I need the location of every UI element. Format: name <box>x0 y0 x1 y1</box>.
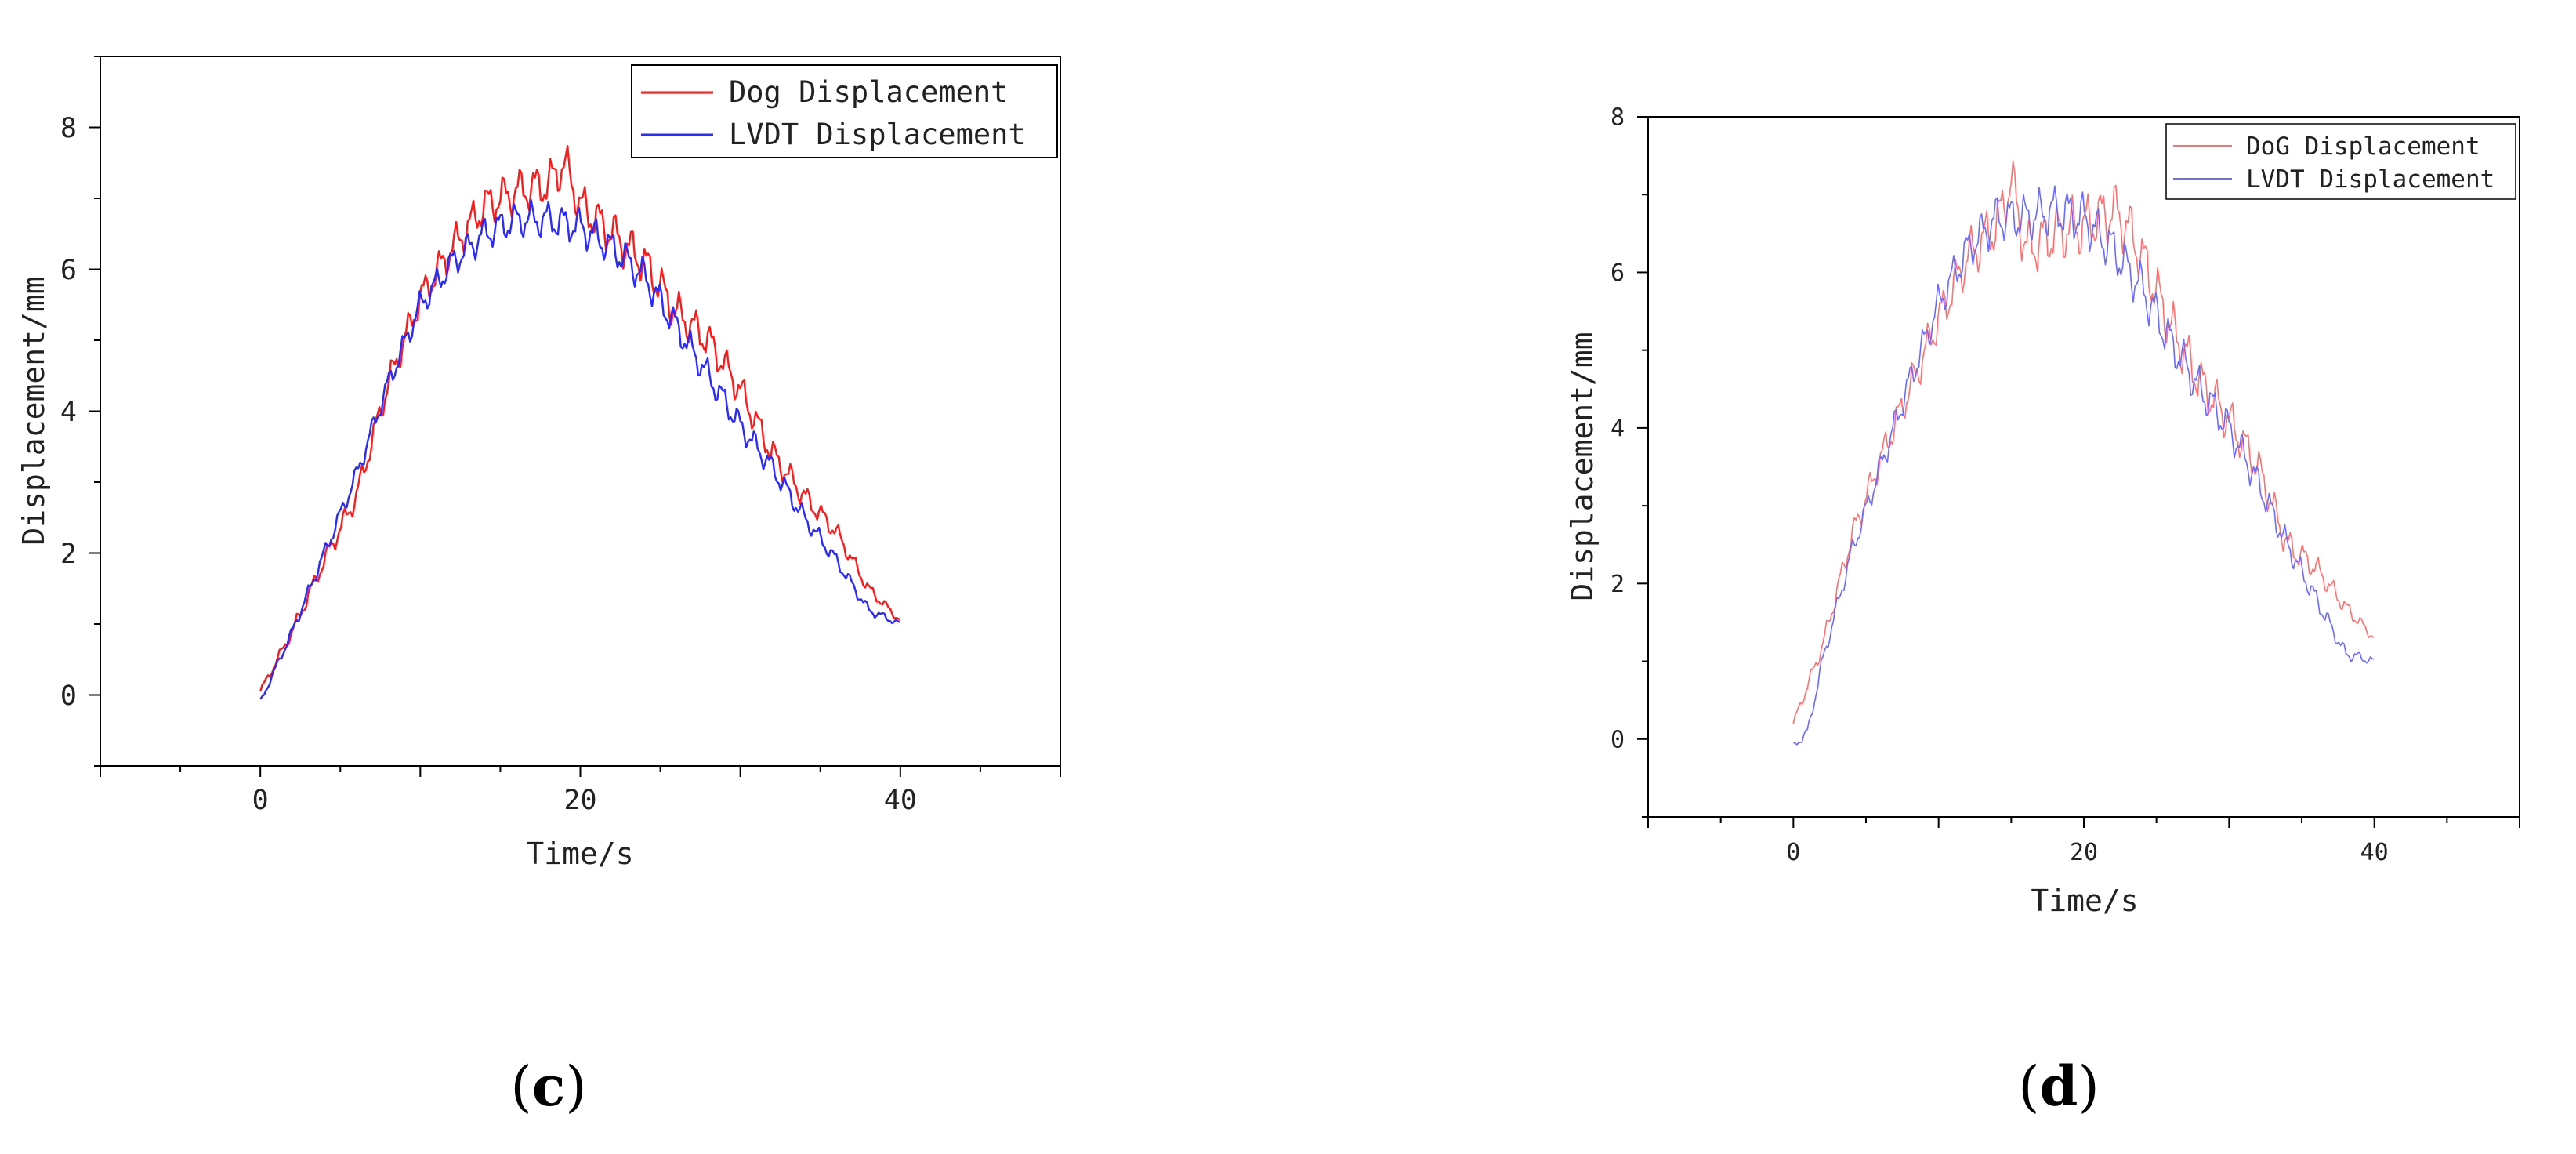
series-line-lvdt <box>259 198 900 700</box>
legend: Dog Displacement LVDT Displacement <box>631 64 1058 158</box>
panel-label-letter: c <box>532 1054 566 1119</box>
y-tick-label: 0 <box>1610 726 1625 753</box>
x-tick-label: 40 <box>884 785 917 816</box>
y-tick-label: 0 <box>60 680 77 712</box>
panel-label-paren-close: ) <box>2078 1054 2099 1119</box>
y-axis-title: Displacement/mm <box>1565 332 1600 601</box>
panel-label-c: (c) <box>510 1054 586 1119</box>
legend-label-lvdt: LVDT Displacement <box>2246 165 2494 194</box>
axis-ticks <box>89 56 1061 777</box>
x-tick-label: 40 <box>2360 839 2389 866</box>
y-tick-label: 2 <box>1610 571 1625 598</box>
axis-ticks <box>1637 116 2520 828</box>
legend-label-lvdt: LVDT Displacement <box>729 118 1026 151</box>
x-tick-label: 20 <box>2070 839 2098 866</box>
legend-box <box>2165 123 2516 200</box>
series-line-dog <box>1792 160 2375 724</box>
panel-label-d: (d) <box>2018 1054 2100 1119</box>
x-axis-title: Time/s <box>2031 884 2138 918</box>
y-axis-title: Displacement/mm <box>16 276 51 545</box>
y-tick-label: 8 <box>60 113 77 144</box>
panel-label-paren-open: ( <box>2018 1054 2039 1119</box>
chart-panel-c: 0 20 40 0 2 4 6 8 Time/s Displacement/mm Dog Di… <box>16 56 1061 1119</box>
plot-frame <box>1647 116 2520 818</box>
panel-label-letter: d <box>2040 1054 2078 1119</box>
tick-labels: 0 20 40 0 2 4 6 8 <box>60 113 917 816</box>
x-tick-label: 20 <box>563 785 596 816</box>
legend: DoG Displacement LVDT Displacement <box>2165 123 2516 200</box>
x-tick-label: 0 <box>1786 839 1800 866</box>
panel-label-paren-close: ) <box>565 1054 586 1119</box>
y-tick-label: 2 <box>60 539 77 570</box>
chart-panel-d: 0 20 40 0 2 4 6 8 Time/s Displacement/mm DoG Di… <box>1565 104 2520 1119</box>
panel-label-paren-open: ( <box>510 1054 531 1119</box>
x-tick-label: 0 <box>252 785 269 816</box>
plot-frame <box>100 56 1061 767</box>
series-layer <box>259 144 900 700</box>
y-tick-label: 6 <box>1610 259 1625 287</box>
series-line-lvdt <box>1793 185 2375 746</box>
y-tick-label: 6 <box>60 255 77 286</box>
x-axis-title: Time/s <box>526 836 633 871</box>
y-tick-label: 4 <box>1610 415 1625 442</box>
legend-box <box>631 64 1058 158</box>
legend-label-dog: DoG Displacement <box>2246 132 2480 161</box>
y-tick-label: 4 <box>60 397 77 428</box>
y-tick-label: 8 <box>1610 104 1625 132</box>
series-layer <box>1792 160 2375 746</box>
tick-labels: 0 20 40 0 2 4 6 8 <box>1610 104 2389 867</box>
series-line-dog <box>259 144 900 692</box>
legend-label-dog: Dog Displacement <box>729 75 1008 109</box>
